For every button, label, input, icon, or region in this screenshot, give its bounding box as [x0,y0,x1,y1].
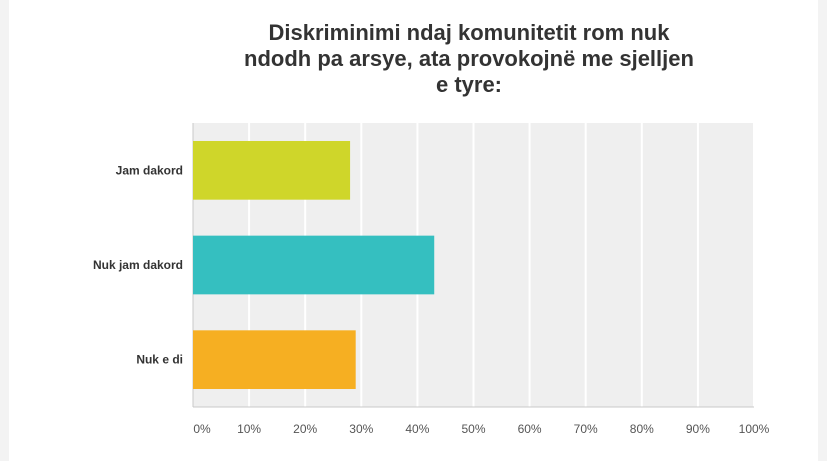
x-tick-label: 0% [193,422,211,436]
chart-title: Diskriminimi ndaj komunitetit rom nuk nd… [209,20,729,98]
x-tick-label: 40% [405,422,429,436]
category-label: Nuk e di [136,353,183,367]
x-tick-label: 70% [574,422,598,436]
x-tick-label: 100% [739,422,770,436]
bar-jam-dakord [193,140,351,200]
category-label: Nuk jam dakord [93,258,183,272]
bar-nuk-jam-dakord [193,235,435,295]
x-tick-label: 90% [686,422,710,436]
category-label: Jam dakord [116,163,183,177]
x-tick-label: 80% [630,422,654,436]
x-tick-label: 60% [518,422,542,436]
x-tick-label: 20% [293,422,317,436]
chart-title-line-1: Diskriminimi ndaj komunitetit rom nuk [268,20,670,45]
x-tick-label: 30% [349,422,373,436]
bar-nuk-e-di [193,330,356,390]
chart-title-line-3: e tyre: [435,72,503,97]
chart-title-line-2: ndodh pa arsye, ata provokojnë me sjellj… [244,46,694,71]
x-tick-label: 10% [237,422,261,436]
x-tick-label: 50% [461,422,485,436]
